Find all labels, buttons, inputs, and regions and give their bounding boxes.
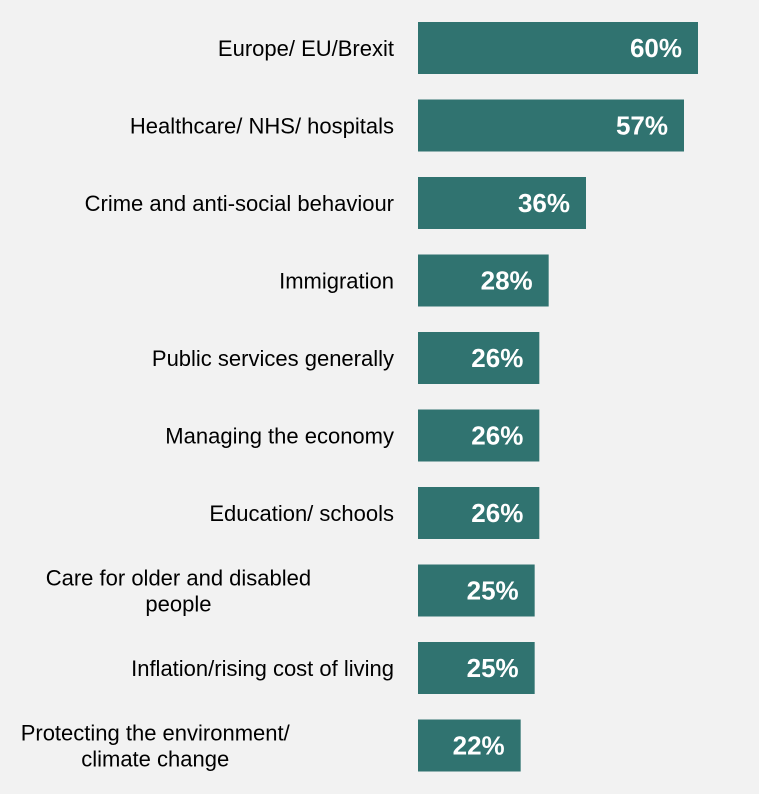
bar — [418, 642, 535, 694]
value-label: 26% — [471, 421, 523, 451]
bar — [418, 719, 521, 772]
bar — [418, 177, 586, 229]
bar — [418, 409, 540, 462]
category-label: Protecting the environment/climate chang… — [21, 721, 291, 772]
value-label: 22% — [453, 731, 505, 761]
bar — [418, 487, 540, 539]
value-label: 57% — [616, 111, 668, 141]
value-label: 25% — [467, 653, 519, 683]
category-label: Crime and anti-social behaviour — [85, 191, 394, 216]
category-label: Education/ schools — [209, 501, 394, 526]
value-label: 36% — [518, 188, 570, 218]
value-label: 26% — [471, 498, 523, 528]
bar — [418, 254, 549, 307]
value-label: 26% — [471, 343, 523, 373]
bars-group: 60% Europe/ EU/Brexit 57% Healthcare/ NHS/ … — [21, 22, 698, 772]
bar — [418, 99, 684, 152]
value-label: 25% — [467, 576, 519, 606]
value-label: 28% — [481, 266, 533, 296]
bar — [418, 22, 698, 74]
category-label: Public services generally — [152, 346, 394, 371]
bar — [418, 564, 535, 617]
bar — [418, 332, 540, 384]
value-label: 60% — [630, 33, 682, 63]
category-label: Healthcare/ NHS/ hospitals — [130, 114, 394, 139]
category-label: Managing the economy — [165, 424, 394, 449]
category-label: Europe/ EU/Brexit — [218, 36, 394, 61]
category-label: Inflation/rising cost of living — [131, 656, 394, 681]
category-label: Care for older and disabled people — [46, 566, 311, 617]
category-label: Immigration — [279, 269, 394, 294]
